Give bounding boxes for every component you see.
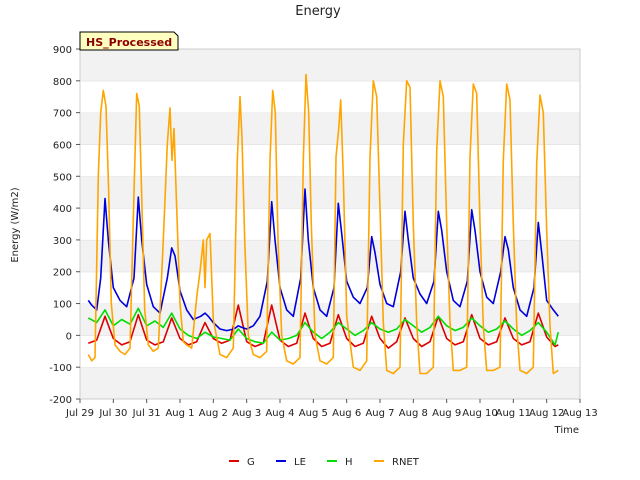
legend-item-g: G: [229, 457, 255, 468]
y-tick-label: -200: [49, 395, 72, 406]
processed-badge-label: HS_Processed: [86, 36, 172, 49]
processed-badge: HS_Processed: [79, 31, 179, 51]
grid-bands: [80, 48, 580, 399]
x-axis-label: Time: [554, 425, 579, 436]
x-axis: Jul 29 Jul 30 Jul 31 Aug 1 Aug 2 Aug 3 Aug 4 Au…: [65, 399, 598, 419]
y-tick-label: 0: [66, 331, 72, 342]
y-tick-label: 500: [53, 172, 72, 183]
grid-band: [80, 303, 580, 336]
x-tick-label: Aug 2: [199, 408, 228, 419]
grid-band: [80, 49, 580, 81]
y-tick-label: 100: [53, 300, 72, 311]
x-tick-label: Aug 11: [496, 408, 531, 419]
legend-label: G: [247, 457, 255, 468]
y-tick-label: 400: [53, 204, 72, 215]
y-tick-label: -100: [49, 363, 72, 374]
x-tick-label: Aug 9: [432, 408, 461, 419]
legend-label: RNET: [392, 457, 420, 468]
x-tick-label: Aug 4: [265, 408, 294, 419]
y-tick-label: 700: [53, 109, 72, 120]
series-line-rnet: [87, 73, 559, 375]
x-tick-label: Aug 1: [165, 408, 194, 419]
x-tick-label: Aug 13: [562, 408, 597, 419]
x-tick-label: Aug 6: [332, 408, 361, 419]
x-tick-label: Aug 10: [462, 408, 497, 419]
y-tick-label: 200: [53, 268, 72, 279]
x-tick-label: Jul 29: [65, 408, 94, 419]
legend-item-le: LE: [276, 457, 306, 468]
grid-band: [80, 335, 580, 368]
grid-band: [80, 239, 580, 272]
legend-label: LE: [294, 457, 306, 468]
y-axis: -200 -100 0 100 200 300 400 500 600 700 800 900: [49, 45, 80, 406]
y-tick-label: 900: [53, 45, 72, 56]
chart-title: Energy: [295, 4, 341, 19]
x-tick-label: Aug 3: [232, 408, 261, 419]
legend-item-rnet: RNET: [374, 457, 420, 468]
y-axis-label: Energy (W/m2): [10, 187, 21, 262]
grid-band: [80, 367, 580, 399]
grid-band: [80, 144, 580, 177]
series-line-le: [87, 188, 559, 332]
legend-item-h: H: [327, 457, 353, 468]
y-tick-label: 300: [53, 236, 72, 247]
grid-band: [80, 271, 580, 304]
x-tick-label: Aug 12: [529, 408, 564, 419]
plot-area: [79, 48, 581, 400]
grid-band: [80, 112, 580, 145]
grid-band: [80, 80, 580, 113]
grid-band: [80, 208, 580, 240]
legend: G LE H RNET: [229, 457, 420, 468]
y-tick-label: 800: [53, 77, 72, 88]
legend-label: H: [345, 457, 353, 468]
x-tick-label: Jul 31: [132, 408, 161, 419]
x-tick-label: Aug 8: [399, 408, 428, 419]
x-tick-label: Jul 30: [98, 408, 127, 419]
series-layer: [87, 73, 560, 375]
x-tick-label: Aug 5: [299, 408, 328, 419]
x-tick-label: Aug 7: [365, 408, 394, 419]
grid-band: [80, 176, 580, 209]
y-tick-label: 600: [53, 140, 72, 151]
